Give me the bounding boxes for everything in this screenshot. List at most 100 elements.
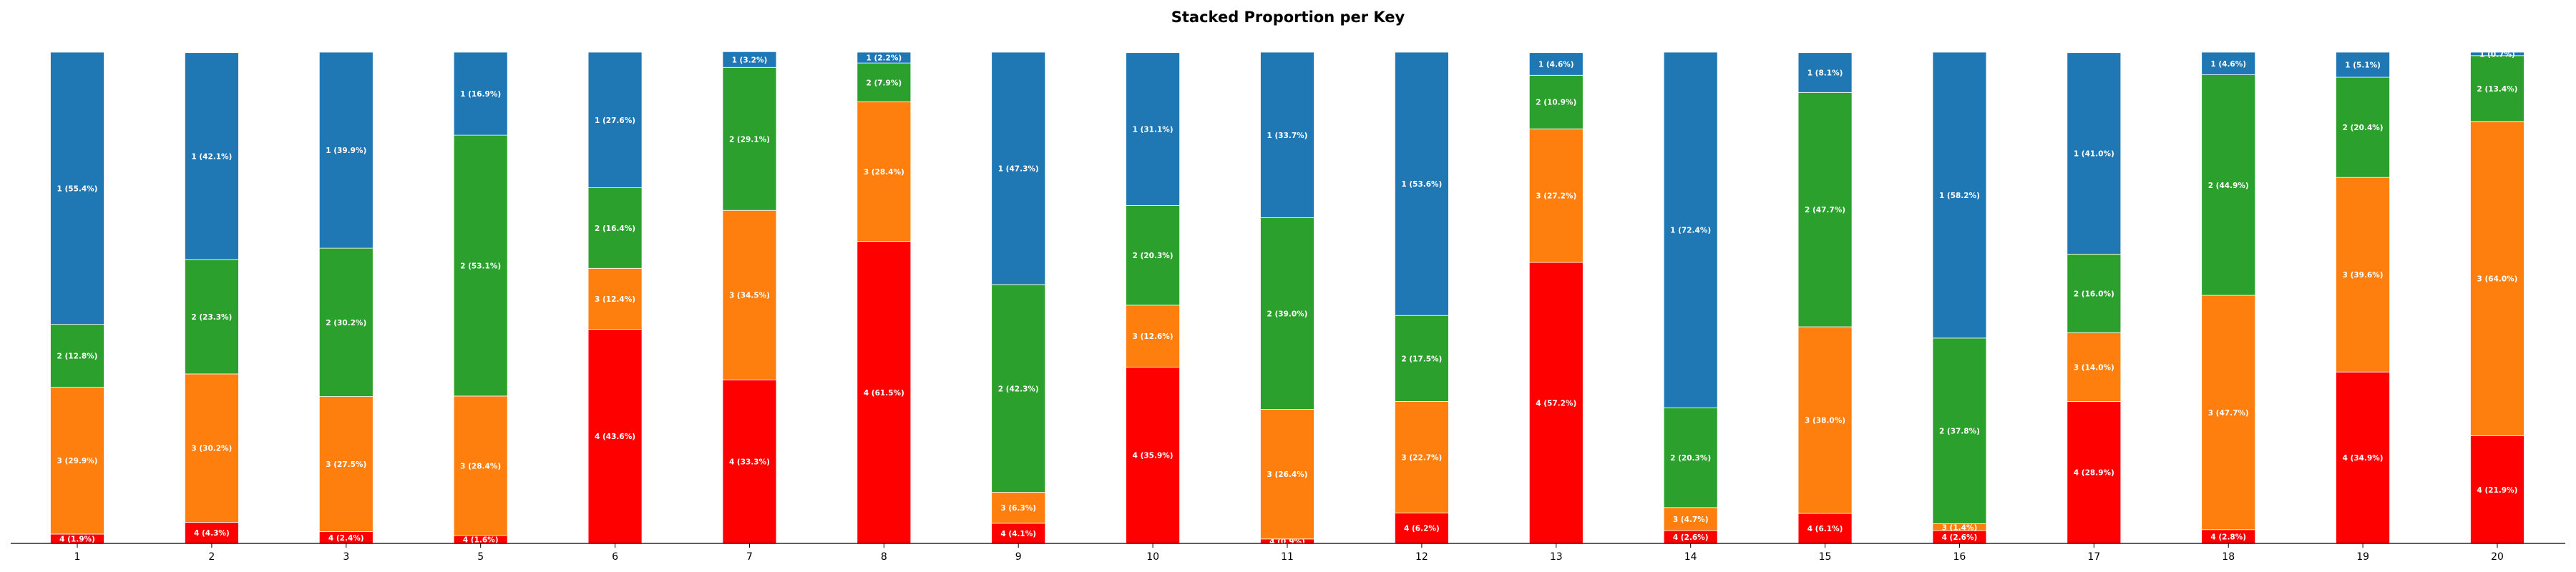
bar-segment-key-1-cat-8 (857, 51, 912, 64)
bar-segment-key-3-cat-10 (1126, 305, 1181, 368)
bar-segment-key-1-cat-18 (2201, 51, 2256, 76)
bar-segment-key-3-cat-18 (2201, 295, 2256, 531)
bar-segment-label: 2 (20.4%) (2343, 124, 2384, 132)
bar-segment-label: 3 (39.6%) (2343, 271, 2384, 280)
bar-segment-key-4-cat-10 (1126, 366, 1181, 544)
bar-segment-key-3-cat-14 (1663, 507, 1718, 531)
bar-segment-key-3-cat-20 (2470, 121, 2524, 436)
bar-segment-label: 4 (2.6%) (1673, 533, 1709, 542)
bar-segment-key-3-cat-3 (318, 396, 374, 532)
bar-segment-key-2-cat-12 (1394, 315, 1449, 402)
bar-segment-key-4-cat-19 (2336, 371, 2391, 544)
bar-segment-label: 2 (12.8%) (57, 352, 98, 361)
bar-segment-label: 1 (8.1%) (1807, 69, 1843, 78)
bar-segment-label: 2 (44.9%) (2208, 182, 2249, 190)
bar-segment-label: 1 (27.6%) (595, 117, 635, 125)
bar-segment-label: 3 (26.4%) (1267, 470, 1308, 479)
bar-segment-label: 1 (42.1%) (191, 152, 232, 161)
bar-segment-key-1-cat-10 (1126, 52, 1181, 206)
bar-segment-label: 1 (16.9%) (460, 90, 501, 99)
bar-segment-label: 4 (2.4%) (328, 534, 364, 543)
bar-segment-label: 3 (1.4%) (1942, 523, 1978, 532)
x-tick-label: 11 (1281, 551, 1294, 563)
x-tick-label: 5 (477, 551, 484, 563)
bar-segment-label: 1 (55.4%) (57, 184, 98, 193)
bar-segment-label: 3 (47.7%) (2208, 409, 2249, 418)
bar-segment-key-1-cat-14 (1663, 51, 1718, 408)
bar-segment-label: 1 (53.6%) (1401, 180, 1442, 189)
bar-segment-key-3-cat-5 (453, 395, 508, 536)
bar-segment-label: 2 (42.3%) (998, 385, 1039, 393)
bar-segment-label: 4 (4.3%) (194, 529, 230, 538)
bar-segment-label: 2 (37.8%) (1939, 428, 1980, 436)
bar-segment-label: 3 (14.0%) (2074, 363, 2114, 372)
bar-segment-key-1-cat-1 (50, 51, 104, 325)
bar-segment-key-1-cat-13 (1528, 52, 1584, 76)
x-tick-label: 17 (2087, 551, 2100, 563)
x-tick-label: 7 (746, 551, 753, 563)
bar-segment-label: 3 (4.7%) (1673, 516, 1709, 524)
bar-segment-key-1-cat-16 (1932, 51, 1987, 339)
bar-segment-label: 4 (4.1%) (1000, 530, 1036, 538)
bar-segment-key-2-cat-19 (2336, 77, 2391, 178)
x-tick-label: 9 (1015, 551, 1022, 563)
bar-segment-key-1-cat-17 (2067, 52, 2122, 255)
x-tick-label: 19 (2356, 551, 2369, 563)
bar-segment-label: 1 (2.2%) (866, 54, 902, 63)
bar-segment-key-3-cat-19 (2336, 177, 2391, 373)
bar-segment-label: 1 (41.0%) (2074, 150, 2114, 159)
bar-segment-label: 1 (4.6%) (2210, 60, 2246, 69)
bar-segment-key-2-cat-8 (857, 62, 912, 102)
bar-segment-key-1-cat-7 (722, 51, 777, 68)
bar-segment-label: 3 (6.3%) (1000, 504, 1036, 513)
bar-segment-label: 4 (21.9%) (2477, 486, 2518, 495)
x-tick-label: 10 (1146, 551, 1159, 563)
bar-segment-label: 1 (47.3%) (998, 164, 1039, 173)
bar-segment-key-1-cat-3 (318, 51, 374, 249)
x-tick-label: 18 (2222, 551, 2235, 563)
bar-segment-key-1-cat-19 (2336, 51, 2391, 78)
bar-segment-label: 4 (2.8%) (2210, 533, 2246, 541)
bar-segment-key-2-cat-16 (1932, 337, 1987, 524)
bar-segment-label: 3 (12.4%) (595, 295, 635, 304)
bar-segment-label: 3 (27.2%) (1536, 192, 1576, 201)
bar-segment-label: 4 (28.9%) (2074, 469, 2114, 478)
bar-segment-key-2-cat-14 (1663, 407, 1718, 508)
bar-segment-key-2-cat-7 (722, 66, 777, 211)
bar-segment-label: 2 (23.3%) (191, 313, 232, 322)
bar-segment-key-1-cat-20 (2470, 51, 2524, 56)
bar-segment-label: 2 (20.3%) (1670, 454, 1711, 463)
bar-segment-key-1-cat-12 (1394, 51, 1449, 316)
bar-segment-key-1-cat-11 (1260, 51, 1314, 218)
bar-segment-key-3-cat-8 (857, 101, 912, 242)
bar-segment-label: 3 (38.0%) (1805, 417, 1845, 425)
x-tick-label: 12 (1415, 551, 1428, 563)
bar-segment-key-2-cat-9 (991, 284, 1046, 493)
bar-segment-label: 3 (30.2%) (191, 445, 232, 453)
bar-segment-key-2-cat-10 (1126, 204, 1181, 306)
bar-segment-label: 2 (20.3%) (1133, 252, 1174, 260)
bar-segment-label: 4 (43.6%) (595, 433, 635, 441)
bar-segment-key-3-cat-15 (1797, 326, 1853, 514)
bar-segment-key-1-cat-2 (184, 52, 239, 260)
bar-segment-label: 2 (10.9%) (1536, 99, 1576, 107)
bar-segment-key-2-cat-6 (587, 187, 643, 269)
x-tick-label: 13 (1550, 551, 1563, 563)
bar-segment-label: 2 (30.2%) (326, 319, 366, 327)
bar-segment-label: 4 (2.6%) (1942, 533, 1978, 542)
bar-segment-label: 4 (57.2%) (1536, 400, 1576, 408)
bar-segment-key-2-cat-2 (184, 259, 239, 375)
bar-segment-label: 3 (22.7%) (1401, 453, 1442, 462)
bar-segment-label: 4 (6.2%) (1404, 525, 1440, 533)
bar-segment-label: 1 (58.2%) (1939, 192, 1980, 200)
bar-segment-label: 1 (3.2%) (732, 56, 768, 64)
bar-segment-key-1-cat-9 (991, 51, 1046, 285)
bar-segment-key-2-cat-11 (1260, 217, 1314, 410)
x-tick-label: 6 (612, 551, 618, 563)
x-tick-label: 3 (343, 551, 349, 563)
bar-segment-label: 1 (31.1%) (1133, 126, 1174, 134)
bar-segment-label: 1 (39.9%) (326, 147, 366, 155)
bar-segment-label: 3 (27.5%) (326, 460, 366, 469)
bar-segment-label: 4 (0.9%) (1269, 538, 1305, 546)
bar-segment-label: 3 (28.4%) (864, 168, 904, 177)
